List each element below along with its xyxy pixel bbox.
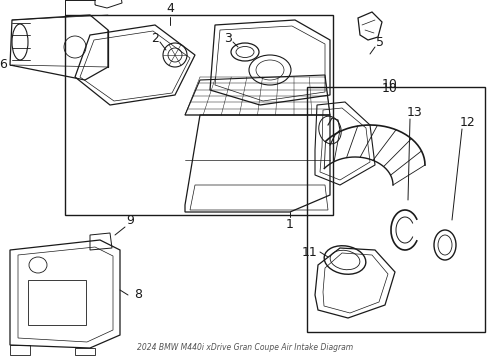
Bar	[65, 15, 333, 215]
Text: 4: 4	[166, 1, 174, 14]
Text: 3: 3	[224, 31, 232, 45]
Text: 6: 6	[0, 58, 7, 72]
Text: 8: 8	[134, 288, 142, 302]
Text: 13: 13	[407, 105, 423, 118]
Text: 10: 10	[382, 81, 398, 94]
Text: 1: 1	[286, 219, 294, 231]
Text: 2: 2	[151, 31, 159, 45]
Text: 2024 BMW M440i xDrive Gran Coupe Air Intake Diagram: 2024 BMW M440i xDrive Gran Coupe Air Int…	[137, 343, 353, 352]
Text: 11: 11	[302, 247, 318, 260]
Bar	[307, 87, 485, 332]
Text: 5: 5	[376, 36, 384, 49]
Bar	[28, 280, 86, 325]
Text: 12: 12	[460, 116, 476, 129]
Text: 9: 9	[126, 213, 134, 226]
Text: 10: 10	[382, 78, 398, 91]
